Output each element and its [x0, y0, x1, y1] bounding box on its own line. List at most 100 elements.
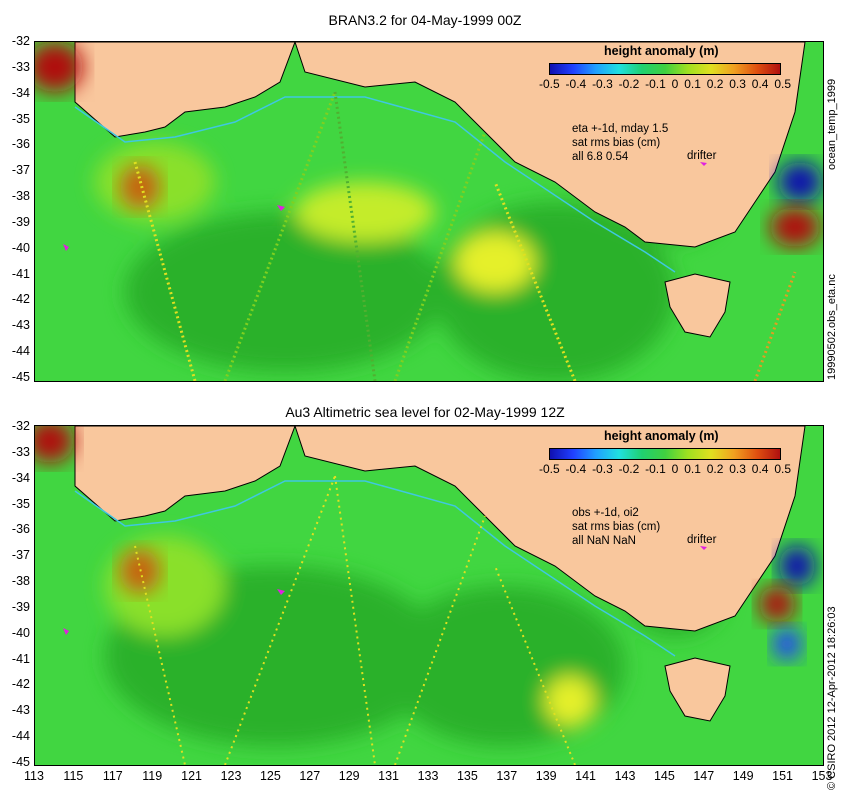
y-tick-label: -33 — [11, 444, 30, 459]
y-tick-label: -35 — [11, 496, 30, 511]
cbar-tick: 0.3 — [729, 462, 746, 476]
panel1-colorbar-tick-labels: -0.5 -0.4 -0.3 -0.2 -0.1 0 0.1 0.2 0.3 0… — [539, 77, 791, 91]
stats-line: all 6.8 0.54 — [572, 151, 629, 163]
panel1-tasmania-land — [664, 273, 731, 338]
cbar-tick: 0.5 — [774, 77, 791, 91]
panel1-track — [333, 91, 377, 381]
panel2-tasmania-land — [664, 657, 731, 722]
y-tick-label: -41 — [11, 651, 30, 666]
cbar-tick: 0 — [671, 77, 679, 91]
panel2-drifter-mark — [277, 589, 285, 595]
panel1-cold-eddy-east — [778, 162, 822, 202]
panel1-stats: eta +-1d, mday 1.5 sat rms bias (cm) all… — [572, 122, 668, 164]
panel2-colorbar — [549, 448, 781, 460]
x-tick-label: 121 — [181, 769, 203, 783]
panel2-track — [334, 475, 376, 765]
cbar-tick: -0.5 — [539, 462, 560, 476]
stats-line: all NaN NaN — [572, 535, 636, 547]
panel2-track — [394, 515, 486, 765]
panel1-legend-title: height anomaly (m) — [604, 44, 719, 58]
panel2-australia-land — [75, 426, 806, 632]
panel1-track — [223, 91, 337, 381]
y-tick-label: -42 — [11, 292, 30, 307]
panel1-drifter-mark — [700, 162, 707, 166]
y-tick-label: -43 — [11, 703, 30, 718]
cbar-tick: -0.4 — [565, 462, 587, 476]
y-tick-label: -41 — [11, 266, 30, 281]
panel1-track — [753, 271, 797, 381]
panel2-cold-eddy-east — [779, 546, 815, 586]
y-tick-label: -43 — [11, 318, 30, 333]
cbar-tick: -0.1 — [645, 462, 666, 476]
x-tick-label: 149 — [732, 769, 754, 783]
x-tick-label: 143 — [614, 769, 636, 783]
panel2-side-label: © CSIRO 2012 12-Apr-2012 18:26:03 — [826, 606, 838, 790]
cbar-tick: 0.3 — [729, 77, 746, 91]
panel1-side-label-2: 19990502.obs_eta.nc — [826, 274, 838, 380]
y-tick-label: -44 — [11, 729, 30, 744]
panel2-legend-title: height anomaly (m) — [604, 429, 719, 443]
cbar-tick: 0.1 — [684, 77, 701, 91]
x-tick-label: 127 — [299, 769, 321, 783]
y-tick-label: -35 — [11, 111, 30, 126]
y-tick-label: -39 — [11, 214, 30, 229]
panel2-drifter-mark — [700, 546, 707, 550]
y-tick-label: -45 — [11, 370, 30, 384]
x-tick-label: 139 — [535, 769, 557, 783]
y-tick-label: -32 — [11, 34, 30, 48]
x-tick-label: 145 — [653, 769, 675, 783]
panel2-map-svg — [35, 426, 823, 765]
cbar-tick: -0.3 — [592, 462, 613, 476]
x-tick-label: 137 — [496, 769, 518, 783]
y-tick-label: -38 — [11, 189, 30, 204]
x-tick-label: 133 — [417, 769, 439, 783]
x-tick-label: 125 — [259, 769, 281, 783]
x-tick-label: 119 — [142, 769, 163, 783]
panel1-side-label: ocean_temp_1999 — [826, 78, 838, 170]
panel1-warm-eddy-center — [120, 165, 160, 209]
y-tick-label: -40 — [11, 240, 30, 255]
panel2-drifter-mark — [63, 628, 69, 635]
panel1-title: BRAN3.2 for 04-May-1999 00Z — [328, 12, 522, 28]
panel2-title: Au3 Altimetric sea level for 02-May-1999… — [285, 404, 565, 420]
panel1-track — [393, 131, 487, 381]
y-tick-label: -36 — [11, 137, 30, 152]
y-tick-label: -36 — [11, 522, 30, 537]
panel1-shelf-contour — [74, 96, 676, 273]
y-tick-label: -34 — [11, 470, 30, 485]
cbar-tick: -0.2 — [618, 77, 640, 91]
panel1-drifter-label: drifter — [687, 150, 717, 162]
y-tick-label: -45 — [11, 755, 30, 769]
panel1-track — [493, 181, 577, 381]
panel1-australia-land — [75, 42, 806, 248]
panel1-colorbar — [549, 63, 781, 75]
panel1-drifter-mark — [63, 244, 69, 251]
cbar-tick: 0.1 — [684, 462, 701, 476]
cbar-tick: 0.5 — [774, 462, 791, 476]
x-tick-label: 151 — [772, 769, 794, 783]
panel1-map — [34, 41, 824, 382]
panel1-drifter-mark — [277, 205, 285, 211]
cbar-tick: -0.4 — [565, 77, 587, 91]
panel2-stats: obs +-1d, oi2 sat rms bias (cm) all NaN … — [572, 506, 660, 548]
x-tick-label: 123 — [220, 769, 242, 783]
cbar-tick: -0.2 — [618, 462, 640, 476]
x-tick-label: 115 — [63, 769, 84, 783]
y-tick-label: -39 — [11, 599, 30, 614]
panel2-warm-eddy-west — [35, 426, 74, 463]
stats-line: sat rms bias (cm) — [572, 521, 661, 533]
y-tick-label: -32 — [11, 419, 30, 433]
panel2-track — [134, 545, 186, 765]
panel2-warm-eddy-east — [759, 586, 795, 622]
cbar-tick: 0.2 — [706, 77, 724, 91]
stats-line: sat rms bias (cm) — [572, 137, 661, 149]
y-tick-label: -44 — [11, 344, 30, 359]
panel2-colorbar-tick-labels: -0.5 -0.4 -0.3 -0.2 -0.1 0 0.1 0.2 0.3 0… — [539, 462, 791, 476]
stats-line: eta +-1d, mday 1.5 — [572, 123, 669, 135]
x-tick-label: 135 — [456, 769, 478, 783]
panel1-warm-eddy-west — [35, 42, 83, 92]
y-tick-label: -40 — [11, 625, 30, 640]
panel2-cold-eddy-east-2 — [773, 628, 801, 660]
x-tick-label: 147 — [693, 769, 715, 783]
panel2-shelf-contour — [74, 480, 676, 657]
